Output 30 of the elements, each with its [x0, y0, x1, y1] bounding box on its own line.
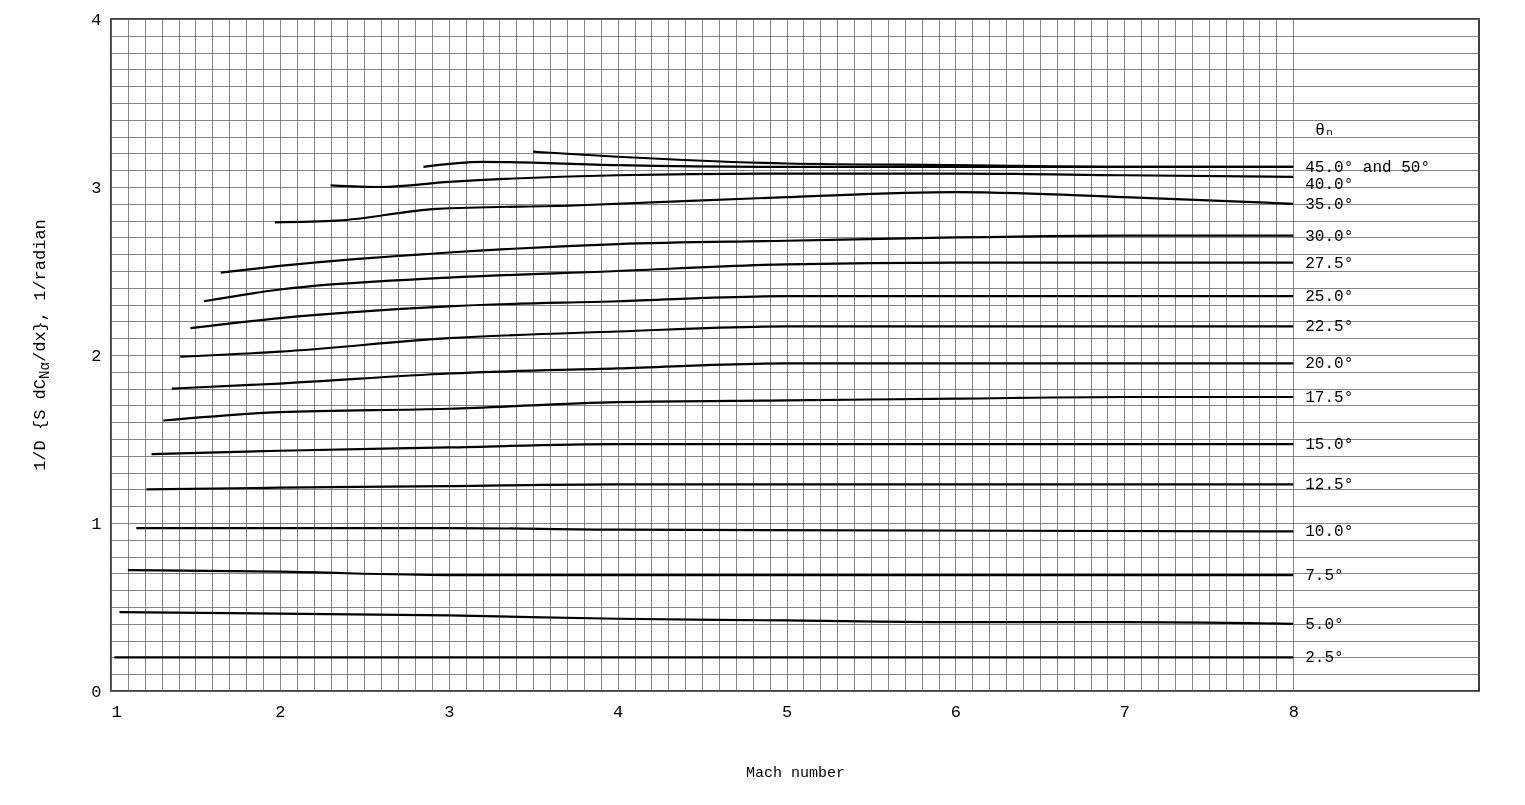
- series-label: 5.0°: [1305, 615, 1344, 634]
- series-label: 20.0°: [1305, 355, 1354, 374]
- x-tick-label: 4: [613, 702, 624, 722]
- series-label: 10.0°: [1305, 523, 1354, 542]
- y-tick-label: 2: [91, 346, 102, 366]
- series-label: 30.0°: [1305, 227, 1354, 246]
- y-tick-label: 1: [91, 514, 102, 534]
- x-tick-label: 2: [275, 702, 286, 722]
- legend-title: θₙ: [1315, 121, 1335, 140]
- y-tick-label: 3: [91, 178, 102, 198]
- series-label: 15.0°: [1305, 436, 1354, 455]
- series-label: 22.5°: [1305, 318, 1354, 337]
- x-tick-label: 8: [1288, 702, 1299, 722]
- series-label: 17.5°: [1305, 389, 1354, 407]
- y-tick-label: 0: [91, 682, 102, 702]
- x-tick-label: 3: [444, 702, 455, 722]
- y-tick-label: 4: [91, 10, 102, 30]
- x-tick-label: 1: [111, 702, 122, 722]
- series-label: 40.0°: [1305, 175, 1354, 194]
- series-label: 35.0°: [1305, 195, 1354, 214]
- x-tick-label: 6: [950, 702, 962, 722]
- x-axis-title: Mach number: [745, 764, 846, 782]
- x-tick-label: 7: [1119, 702, 1130, 722]
- x-tick-label: 5: [781, 702, 793, 722]
- series-label: 7.5°: [1305, 567, 1344, 586]
- series-label: 2.5°: [1305, 649, 1344, 668]
- series-label: 25.0°: [1305, 288, 1354, 307]
- series-label: 12.5°: [1305, 476, 1354, 495]
- series-label: 45.0° and 50°: [1305, 158, 1431, 177]
- series-label: 27.5°: [1305, 254, 1354, 273]
